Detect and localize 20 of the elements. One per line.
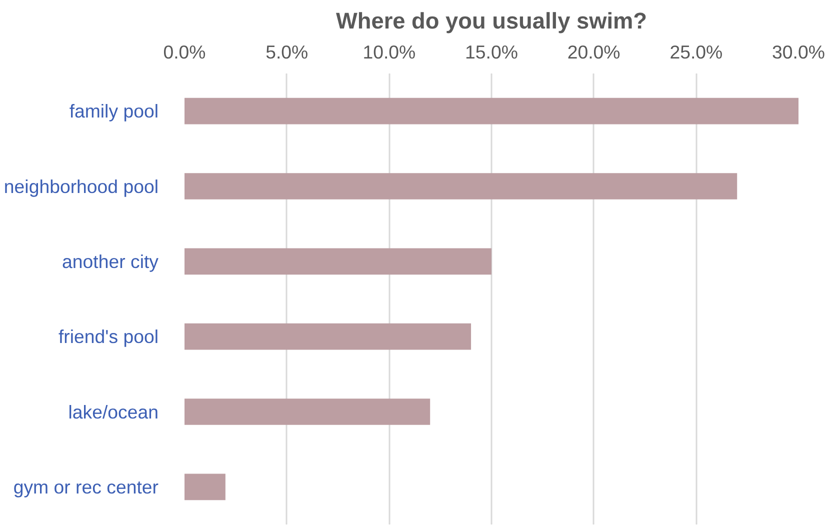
x-tick-label: 20.0%	[567, 42, 620, 62]
chart-title: Where do you usually swim?	[336, 8, 647, 34]
bar	[184, 248, 492, 275]
bar	[184, 323, 472, 350]
bar	[184, 474, 226, 500]
y-tick-label: friend's pool	[58, 326, 158, 348]
x-tick-label: 0.0%	[163, 42, 206, 62]
bar	[184, 398, 430, 425]
y-tick-label: another city	[62, 250, 160, 272]
y-tick-label: lake/ocean	[68, 401, 159, 422]
bar	[184, 98, 798, 124]
y-tick-label: gym or rec center	[13, 476, 159, 498]
x-tick-label: 15.0%	[465, 42, 518, 62]
y-tick-label: neighborhood pool	[4, 176, 159, 197]
x-tick-label: 25.0%	[670, 42, 723, 62]
x-tick-label: 10.0%	[362, 42, 416, 62]
bar	[184, 173, 738, 200]
x-tick-label: 30.0%	[772, 42, 825, 62]
x-tick-label: 5.0%	[266, 42, 308, 62]
y-tick-label: family pool	[69, 100, 159, 122]
